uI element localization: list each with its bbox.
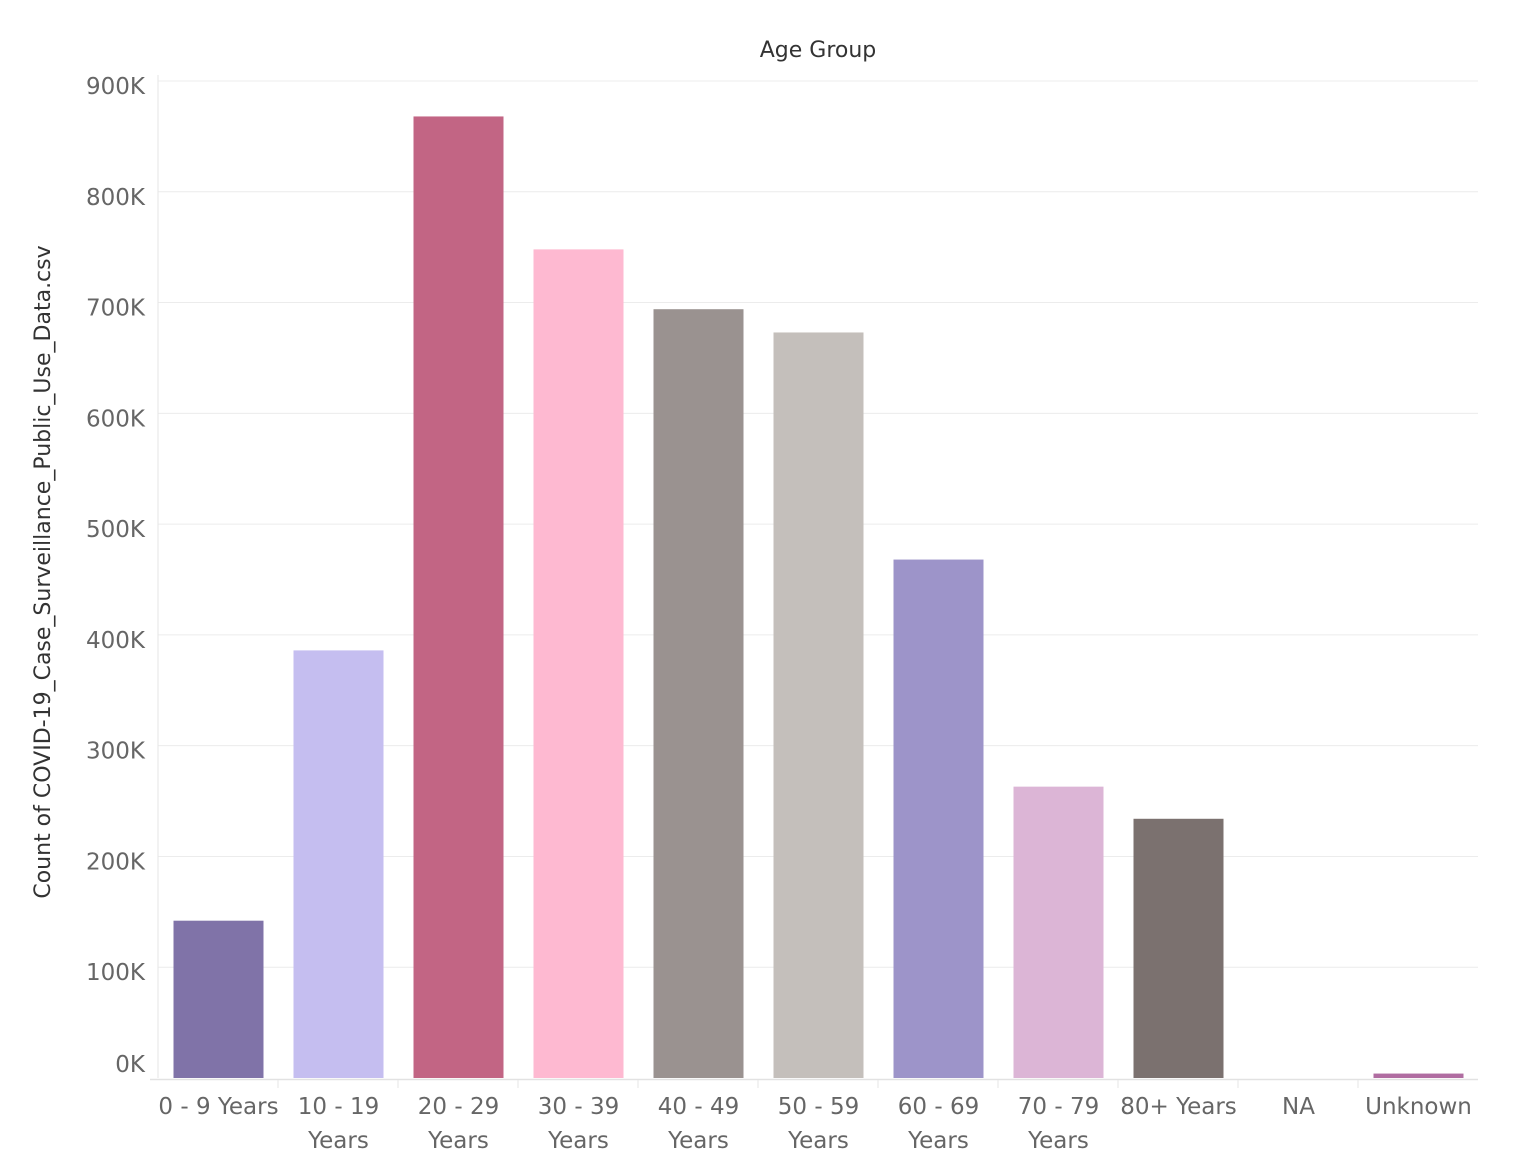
x-tick-label: 80+ Years (1120, 1094, 1237, 1120)
x-tick-label: Years (1027, 1128, 1089, 1154)
bar (1013, 786, 1104, 1078)
y-tick-label: 300K (86, 739, 146, 765)
y-tick-label: 0K (115, 1052, 146, 1078)
x-tick-label: 70 - 79 (1018, 1094, 1099, 1120)
bars (173, 116, 1464, 1079)
x-tick-label: Years (907, 1128, 969, 1154)
x-tick-label: Years (547, 1128, 609, 1154)
bar (293, 650, 384, 1078)
x-tick-label: 50 - 59 (778, 1094, 859, 1120)
y-tick-label: 400K (86, 628, 146, 654)
x-tick-label: NA (1282, 1094, 1315, 1120)
x-tick-label: 0 - 9 Years (158, 1094, 278, 1120)
bar (653, 309, 744, 1078)
x-tick-label: Years (307, 1128, 369, 1154)
x-tick-label: 20 - 29 (418, 1094, 499, 1120)
bar (1133, 818, 1224, 1078)
y-axis-label: Count of COVID-19_Case_Surveillance_Publ… (31, 245, 56, 898)
y-tick-label: 700K (86, 296, 146, 322)
bar (773, 332, 864, 1078)
x-tick-label: Years (427, 1128, 489, 1154)
y-tick-label: 600K (86, 406, 146, 432)
bar (173, 920, 264, 1078)
y-tick-label: 500K (86, 517, 146, 543)
chart-title: Age Group (760, 38, 877, 63)
x-tick-label: Years (667, 1128, 729, 1154)
bar (413, 116, 504, 1078)
bar (1373, 1073, 1464, 1078)
x-tick-label: 10 - 19 (298, 1094, 379, 1120)
axes: 0K 100K 200K 300K 400K 500K 600K 700K 800K 900K 0 … (86, 74, 1478, 1154)
y-tick-label: 900K (86, 74, 146, 100)
x-tick-label: 40 - 49 (658, 1094, 739, 1120)
y-tick-label: 800K (86, 185, 146, 211)
y-tick-label: 200K (86, 849, 146, 875)
x-tick-label: 30 - 39 (538, 1094, 619, 1120)
x-tick-label: Unknown (1365, 1094, 1472, 1120)
x-tick-label: 60 - 69 (898, 1094, 979, 1120)
y-tick-label: 100K (86, 960, 146, 986)
bar (533, 249, 624, 1079)
x-tick-label: Years (787, 1128, 849, 1154)
bar (893, 559, 984, 1078)
